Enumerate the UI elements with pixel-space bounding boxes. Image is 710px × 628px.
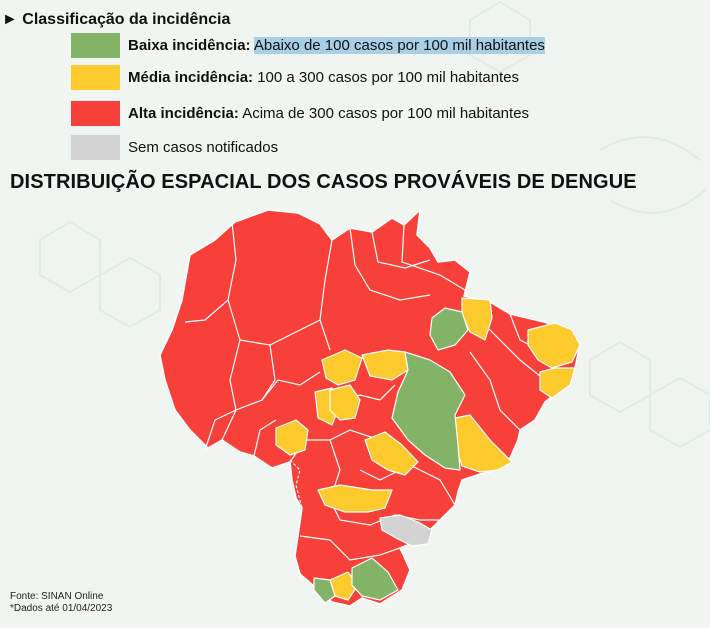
legend-title: ► Classificação da incidência [2,11,231,28]
legend-swatch-media [71,65,120,90]
legend-swatch-baixa [71,33,120,58]
footer: Fonte: SINAN Online *Dados até 01/04/202… [10,591,112,615]
footer-date: *Dados até 01/04/2023 [10,603,113,614]
legend-swatch-alta [71,101,120,126]
legend-label-media: Média incidência: [128,69,254,86]
legend-item-alta: Alta incidência: Acima de 300 casos por … [71,100,529,127]
state-outline [159,209,581,607]
footer-source: Fonte: SINAN Online [10,591,104,602]
legend-item-sem: Sem casos notificados [71,134,278,161]
legend-desc-alta: Acima de 300 casos por 100 mil habitante… [242,105,530,122]
legend-label-alta: Alta incidência: [128,105,239,122]
map-title: DISTRIBUIÇÃO ESPACIAL DOS CASOS PROVÁVEI… [10,171,637,193]
legend-label-baixa: Baixa incidência: [128,37,251,54]
baixa-regions [313,307,469,604]
sem-casos-region [379,514,433,547]
legend-desc-media: 100 a 300 casos por 100 mil habitantes [257,69,520,86]
legend-swatch-sem [71,135,120,160]
dashed-border [289,459,303,509]
legend-item-media: Média incidência: 100 a 300 casos por 10… [71,64,519,91]
media-regions [275,297,581,601]
legend-item-baixa: Baixa incidência: Abaixo de 100 casos po… [71,32,545,59]
legend-desc-baixa: Abaixo de 100 casos por 100 mil habitant… [253,37,545,54]
legend-desc-sem: Sem casos notificados [128,139,279,156]
